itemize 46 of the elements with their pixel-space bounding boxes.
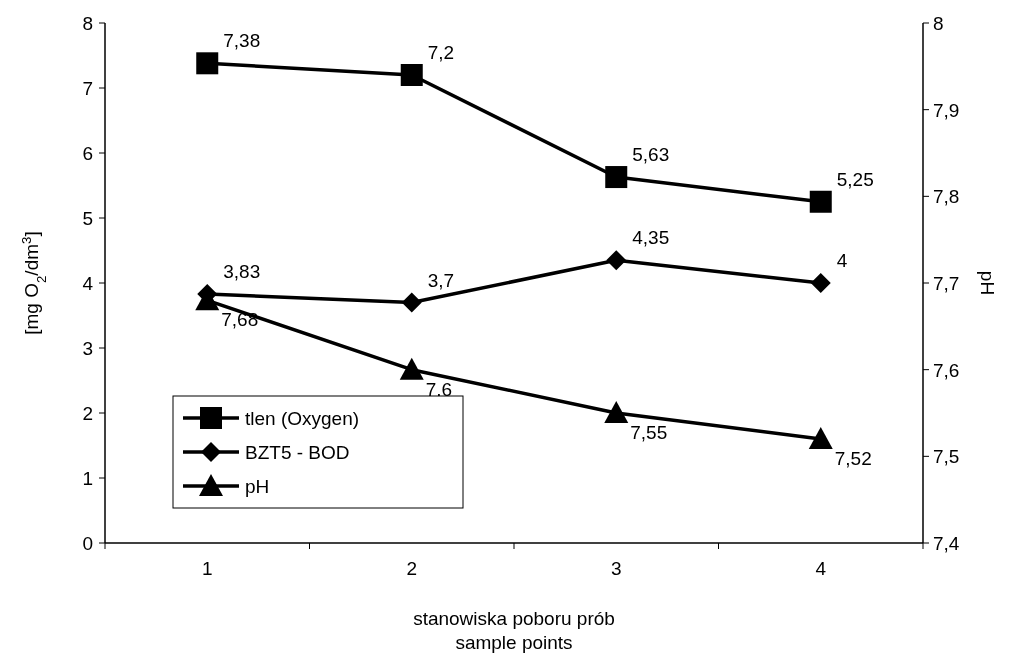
y2-tick-label: 7,7 bbox=[933, 273, 960, 294]
y-tick-label: 1 bbox=[82, 468, 93, 489]
x-tick-label: 1 bbox=[201, 558, 213, 579]
legend-label: BZT5 - BOD bbox=[245, 442, 350, 463]
y2-tick-label: 7,5 bbox=[933, 446, 960, 468]
y-tick-label: 7 bbox=[82, 78, 93, 99]
point bbox=[401, 292, 422, 313]
data-label: 7,2 bbox=[427, 42, 455, 63]
point bbox=[604, 401, 629, 423]
data-label: 3,7 bbox=[427, 269, 455, 291]
legend-label: pH bbox=[245, 476, 270, 497]
data-label: 7,55 bbox=[630, 422, 668, 443]
y2-tick-label: 8 bbox=[933, 13, 944, 34]
data-label: 4 bbox=[836, 250, 848, 271]
point bbox=[809, 190, 832, 213]
y2-tick-label: 7,6 bbox=[933, 359, 960, 381]
y-tick-label: 2 bbox=[82, 403, 93, 424]
point bbox=[605, 166, 628, 189]
point bbox=[810, 273, 831, 293]
point bbox=[400, 64, 423, 86]
y-tick-label: 5 bbox=[82, 208, 93, 229]
y2-tick-label: 7,9 bbox=[933, 99, 960, 121]
y-tick-label: 4 bbox=[82, 273, 94, 294]
point bbox=[196, 52, 219, 75]
y2-tick-label: 7,8 bbox=[933, 186, 960, 208]
y-tick-label: 3 bbox=[82, 338, 93, 359]
data-label: 7,6 bbox=[425, 378, 453, 400]
data-label: 5,63 bbox=[632, 144, 670, 166]
data-label: 5,25 bbox=[836, 168, 874, 190]
point bbox=[808, 427, 833, 449]
y2-tick-label: 7,4 bbox=[933, 533, 960, 554]
x-tick-label: 2 bbox=[406, 558, 418, 579]
y-tick-label: 0 bbox=[82, 533, 93, 554]
point bbox=[399, 357, 424, 380]
data-label: 7,38 bbox=[223, 30, 261, 52]
x-tick-label: 3 bbox=[610, 558, 622, 579]
legend-label: tlen (Oxygen) bbox=[245, 408, 360, 429]
x-axis-title: stanowiska poboru prób sample points bbox=[413, 608, 615, 653]
y2-axis-title: pH bbox=[977, 270, 998, 296]
data-label: 4,35 bbox=[632, 227, 670, 249]
y-tick-label: 6 bbox=[82, 143, 93, 164]
y-tick-label: 8 bbox=[82, 13, 93, 34]
data-label: 3,83 bbox=[223, 261, 261, 283]
x-tick-label: 4 bbox=[815, 558, 827, 579]
data-label: 7,52 bbox=[834, 448, 872, 469]
point bbox=[606, 250, 627, 271]
